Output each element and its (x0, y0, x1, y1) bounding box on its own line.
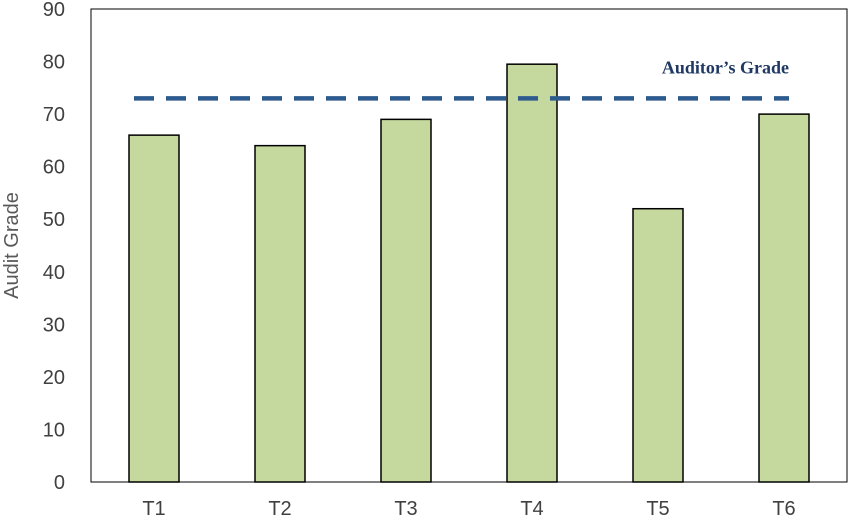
bar-t2 (254, 144, 306, 483)
y-tick-label: 60 (43, 157, 65, 179)
y-tick-label: 10 (43, 419, 65, 441)
y-tick-label: 0 (54, 472, 65, 494)
bar-t6 (758, 113, 810, 483)
y-tick-label: 30 (43, 314, 65, 336)
bar-t3 (380, 118, 432, 483)
y-tick-label: 90 (43, 0, 65, 21)
bar-t4 (506, 63, 558, 483)
y-tick-label: 80 (43, 52, 65, 74)
y-axis-ticks: 0 10 20 30 40 50 60 70 80 90 (43, 0, 65, 494)
x-tick-label: T2 (268, 498, 291, 520)
x-tick-label: T6 (772, 498, 795, 520)
x-tick-label: T1 (142, 498, 165, 520)
y-tick-label: 20 (43, 367, 65, 389)
y-tick-label: 40 (43, 262, 65, 284)
bar-t5 (632, 207, 684, 483)
x-tick-label: T5 (646, 498, 669, 520)
y-axis-title: Audit Grade (1, 192, 23, 299)
x-tick-label: T3 (394, 498, 417, 520)
bars-group (128, 63, 810, 483)
x-tick-label: T4 (520, 498, 543, 520)
y-tick-label: 70 (43, 104, 65, 126)
auditor-grade-label: Auditor’s Grade (662, 57, 789, 77)
bar-t1 (128, 134, 180, 483)
x-axis-ticks: T1 T2 T3 T4 T5 T6 (142, 498, 795, 520)
y-tick-label: 50 (43, 209, 65, 231)
plot-area-frame (90, 8, 848, 483)
